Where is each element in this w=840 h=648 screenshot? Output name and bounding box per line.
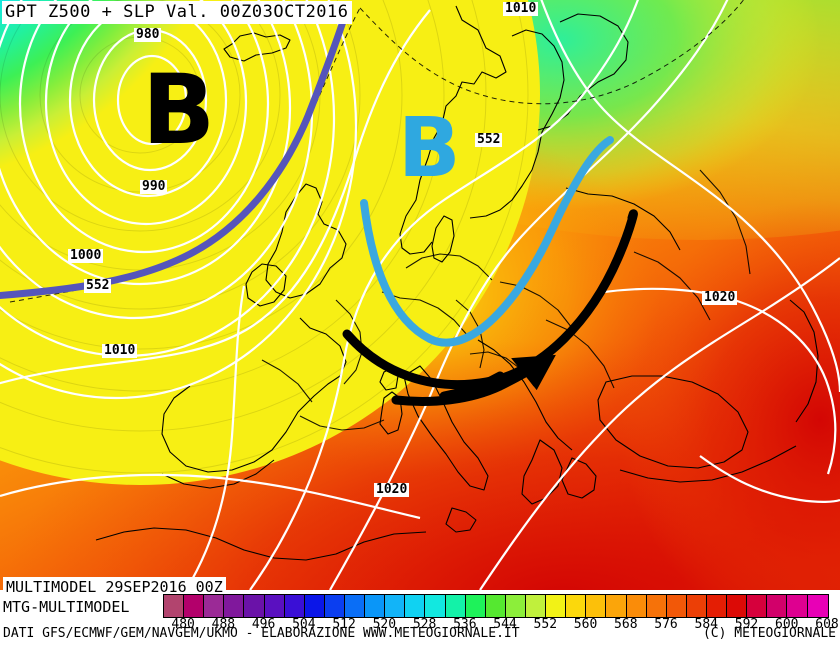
colorbar-swatch [445,595,466,617]
colorbar-swatch [204,595,225,617]
colorbar-swatch [425,595,446,617]
colorbar-tick: 488 [211,617,236,632]
colorbar-swatch [646,595,667,617]
low-center-marker-atlantic: B [142,54,216,166]
colorbar-swatch [465,595,486,617]
data-credit-label: DATI GFS/ECMWF/GEM/NAVGEM/UKMO - ELABORA… [3,626,520,641]
contour-label-980: 980 [134,27,162,42]
colorbar-swatch [324,595,345,617]
contour-label-552-west: 552 [84,278,112,293]
coastlines [95,5,819,561]
map-svg [0,0,840,590]
colorbar-swatch [686,595,707,617]
colorbar-tick: 608 [815,617,839,632]
colorbar-swatch [807,595,828,617]
contour-label-1020-south: 1020 [374,482,410,497]
colorbar-swatch [405,595,426,617]
colorbar-tick: 544 [493,617,517,632]
colorbar-swatch [184,595,205,617]
footer-panel: MULTIMODEL 29SEP2016 00Z MTG-MULTIMODEL … [0,577,840,648]
colorbar-swatch [485,595,506,617]
colorbar-tick: 568 [614,617,638,632]
contour-label-1020-east: 1020 [702,290,738,305]
colorbar-swatch [606,595,627,617]
colorbar-tick: 520 [372,617,397,632]
model-run-label: MULTIMODEL 29SEP2016 00Z [3,577,226,597]
colorbar-tick: 536 [453,617,477,632]
colorbar-tick: 600 [775,617,799,632]
annotation-trough-axis-blue [360,136,614,347]
colorbar-swatch [566,595,587,617]
colorbar-tick: 496 [251,617,276,632]
annotation-flow-arrow-black-upper [342,209,638,390]
colorbar-tick: 512 [332,617,356,632]
colorbar-swatch [164,595,185,617]
colorbar-swatch [505,595,526,617]
contour-label-1010-north: 1010 [503,1,539,16]
colorbar-swatch [224,595,245,617]
colorbar-swatch [304,595,325,617]
colorbar-swatch [244,595,265,617]
annotation-flow-arrow-black-lower [391,354,556,406]
colorbar-tick: 576 [654,617,678,632]
colorbar[interactable] [163,594,829,618]
copyright-label: (C) METEOGIORNALE [702,626,836,641]
colorbar-swatch [385,595,406,617]
colorbar-tick: 504 [292,617,316,632]
colorbar-swatch [626,595,647,617]
colorbar-swatch [787,595,808,617]
colorbar-swatch [586,595,607,617]
colorbar-tick: 592 [734,617,759,632]
colorbar-swatch [727,595,748,617]
colorbar-tick: 552 [533,617,558,632]
colorbar-tick-labels: 480 488 496 504 512 520 528 536 544 552 560 568 576 5… [163,617,838,633]
colorbar-swatch [264,595,285,617]
colorbar-swatch [666,595,687,617]
contour-label-1000: 1000 [68,248,104,263]
chart-title: GPT Z500 + SLP Val. 00Z03OCT2016 [2,1,352,24]
mtg-model-label: MTG-MULTIMODEL [3,598,130,616]
colorbar-swatch [546,595,567,617]
colorbar-swatch [525,595,547,617]
colorbar-swatch [284,595,305,617]
colorbar-swatch [365,595,386,617]
colorbar-tick: 584 [694,617,719,632]
colorbar-tick: 560 [573,617,598,632]
colorbar-swatch [344,595,366,617]
contour-label-552-north: 552 [475,132,503,147]
colorbar-tick: 528 [412,617,437,632]
colorbar-tick: 480 [171,617,195,632]
colorbar-swatch [706,595,728,617]
map-canvas[interactable]: B B 980 990 1000 552 1010 1010 552 1020 … [0,0,840,590]
contour-label-1010-west: 1010 [102,343,138,358]
colorbar-swatch [767,595,788,617]
colorbar-swatch [747,595,768,617]
low-center-marker-north-sea: B [398,101,461,196]
contour-label-990: 990 [140,179,168,194]
